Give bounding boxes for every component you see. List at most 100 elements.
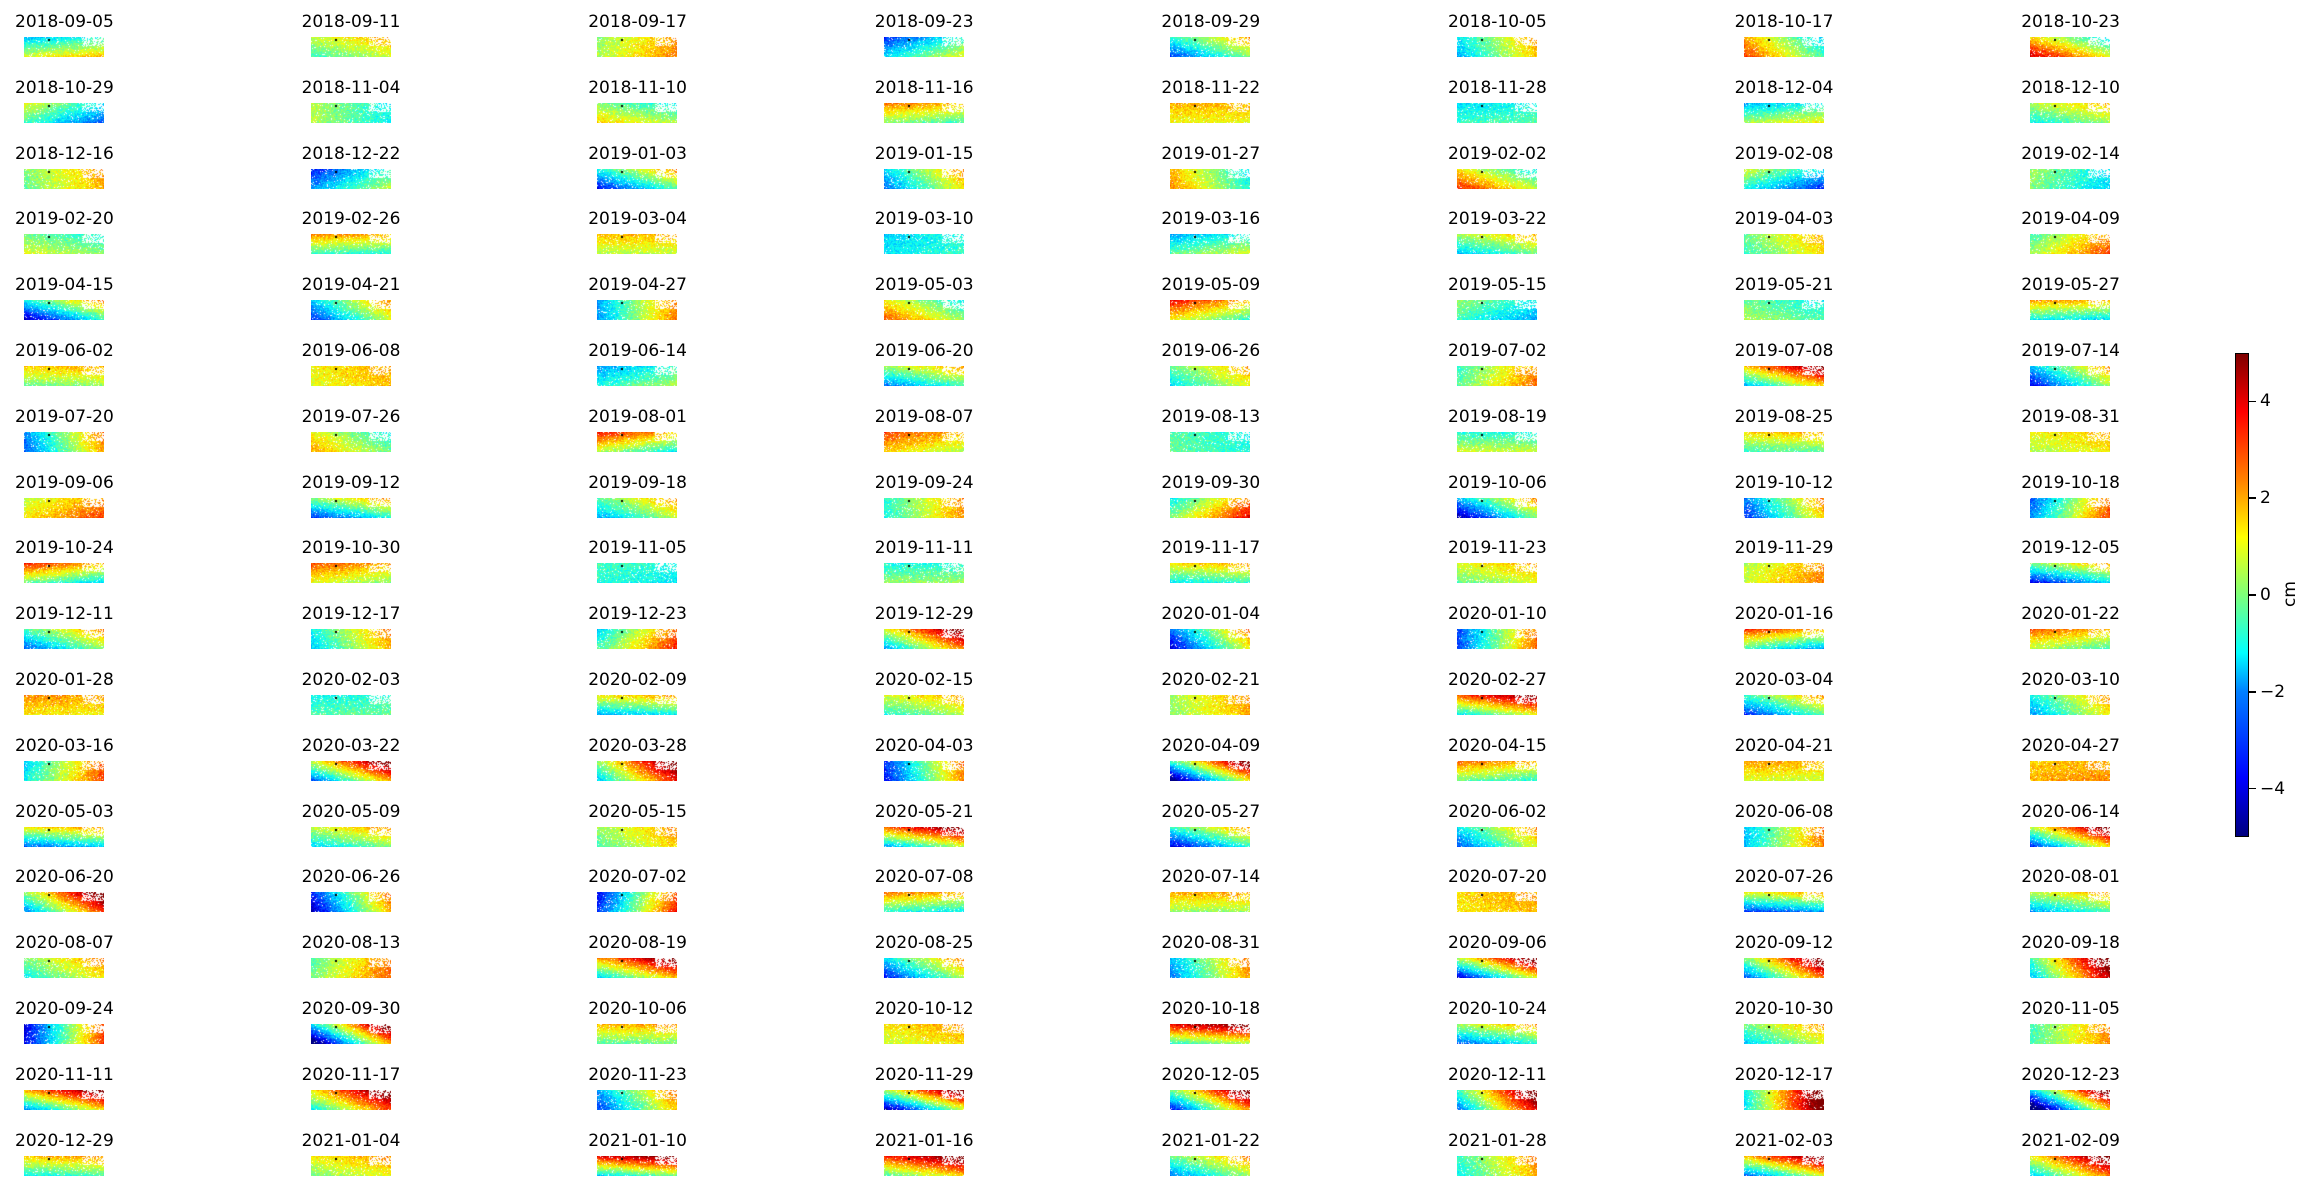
subplot-panel: 2019-08-25 <box>1735 407 1935 467</box>
subplot-panel: 2019-10-06 <box>1448 473 1648 533</box>
subplot-panel: 2020-05-15 <box>588 802 788 862</box>
panel-title: 2021-01-22 <box>1161 1130 1261 1151</box>
panel-title: 2020-11-11 <box>15 1064 114 1085</box>
displacement-map <box>883 234 964 255</box>
panel-title: 2020-12-05 <box>1161 1064 1261 1085</box>
displacement-map <box>1743 1089 1824 1110</box>
panel-title: 2020-09-30 <box>301 999 401 1019</box>
subplot-panel: 2018-09-23 <box>875 12 1075 72</box>
displacement-map <box>1170 760 1251 781</box>
panel-title: 2020-04-27 <box>2021 735 2120 756</box>
panel-title: 2020-04-03 <box>874 735 974 756</box>
displacement-map <box>1457 1155 1537 1176</box>
panel-title: 2019-06-20 <box>874 341 974 361</box>
subplot-panel: 2020-12-29 <box>15 1131 215 1191</box>
displacement-map <box>1743 1024 1824 1044</box>
panel-title: 2020-11-23 <box>588 1064 687 1085</box>
panel-title: 2020-10-18 <box>1161 999 1261 1019</box>
panel-title: 2018-11-28 <box>1448 77 1547 98</box>
subplot-panel: 2021-02-03 <box>1735 1131 1935 1191</box>
panel-title: 2020-02-15 <box>874 670 974 690</box>
panel-title: 2020-09-24 <box>15 999 114 1019</box>
displacement-map <box>1743 629 1824 650</box>
displacement-map <box>310 958 391 979</box>
subplot-panel: 2020-03-22 <box>302 736 502 796</box>
displacement-map <box>310 1024 391 1044</box>
panel-title: 2020-05-09 <box>301 801 401 822</box>
subplot-panel: 2019-10-24 <box>15 538 215 598</box>
displacement-map <box>1457 695 1537 715</box>
subplot-panel: 2019-03-22 <box>1448 209 1648 269</box>
displacement-map <box>1743 102 1824 123</box>
panel-title: 2019-10-24 <box>15 538 114 559</box>
subplot-panel: 2019-08-13 <box>1161 407 1361 467</box>
colorbar-tick <box>2249 497 2256 499</box>
subplot-panel: 2019-06-02 <box>15 341 215 401</box>
subplot-panel: 2020-11-29 <box>875 1065 1075 1125</box>
panel-title: 2020-01-28 <box>15 670 114 690</box>
subplot-panel: 2019-04-03 <box>1735 209 1935 269</box>
displacement-map <box>883 563 964 584</box>
displacement-map <box>1170 695 1251 715</box>
subplot-panel: 2021-01-10 <box>588 1131 788 1191</box>
subplot-panel: 2019-10-30 <box>302 538 502 598</box>
subplot-panel: 2020-02-15 <box>875 670 1075 730</box>
panel-title: 2020-09-06 <box>1448 933 1547 954</box>
displacement-map <box>883 37 964 57</box>
panel-title: 2020-08-01 <box>2021 867 2120 888</box>
displacement-map <box>597 958 678 979</box>
panel-title: 2019-09-18 <box>588 472 687 493</box>
subplot-panel: 2020-07-08 <box>875 867 1075 927</box>
subplot-panel: 2020-05-03 <box>15 802 215 862</box>
panel-title: 2020-04-15 <box>1448 735 1547 756</box>
subplot-panel: 2019-10-12 <box>1735 473 1935 533</box>
panel-title: 2020-05-03 <box>15 801 114 822</box>
subplot-panel: 2019-12-23 <box>588 604 788 664</box>
panel-title: 2020-02-27 <box>1448 670 1547 690</box>
panel-title: 2020-08-25 <box>874 933 974 954</box>
subplot-panel: 2020-09-24 <box>15 999 215 1059</box>
displacement-map <box>2030 563 2111 584</box>
subplot-panel: 2021-01-04 <box>302 1131 502 1191</box>
panel-title: 2018-12-10 <box>2021 77 2120 98</box>
subplot-panel: 2019-07-02 <box>1448 341 1648 401</box>
panel-title: 2020-05-21 <box>874 801 974 822</box>
panel-title: 2019-11-05 <box>588 538 687 559</box>
subplot-panel: 2019-06-26 <box>1161 341 1361 401</box>
displacement-map <box>883 695 964 715</box>
panel-title: 2019-03-04 <box>588 209 687 230</box>
panel-title: 2019-07-08 <box>1734 341 1834 361</box>
subplot-panel: 2019-09-30 <box>1161 473 1361 533</box>
subplot-panel: 2019-03-16 <box>1161 209 1361 269</box>
subplot-panel: 2020-01-22 <box>2021 604 2221 664</box>
subplot-panel: 2019-06-08 <box>302 341 502 401</box>
subplot-panel: 2019-11-11 <box>875 538 1075 598</box>
panel-title: 2020-04-09 <box>1161 735 1261 756</box>
panel-title: 2019-04-15 <box>15 275 114 296</box>
displacement-map <box>24 1155 104 1176</box>
panel-title: 2020-03-16 <box>15 735 114 756</box>
subplot-panel: 2020-11-11 <box>15 1065 215 1125</box>
panel-title: 2019-02-26 <box>301 209 401 230</box>
displacement-map <box>2030 431 2111 452</box>
displacement-map <box>310 37 391 57</box>
displacement-map <box>1170 826 1251 847</box>
displacement-map <box>1457 1089 1537 1110</box>
displacement-map <box>2030 695 2111 715</box>
subplot-panel: 2020-11-17 <box>302 1065 502 1125</box>
displacement-map <box>1743 300 1824 321</box>
displacement-map <box>2030 629 2111 650</box>
subplot-panel: 2020-10-06 <box>588 999 788 1059</box>
subplot-panel: 2018-12-04 <box>1735 78 1935 138</box>
displacement-map <box>883 1024 964 1044</box>
displacement-map <box>2030 234 2111 255</box>
panel-title: 2020-06-26 <box>301 867 401 888</box>
displacement-map <box>1457 102 1537 123</box>
subplot-panel: 2019-10-18 <box>2021 473 2221 533</box>
subplot-panel: 2018-12-10 <box>2021 78 2221 138</box>
displacement-map <box>597 760 678 781</box>
displacement-map <box>24 958 104 979</box>
panel-title: 2018-09-17 <box>588 12 687 32</box>
displacement-map <box>2030 892 2111 913</box>
subplot-panel: 2018-10-23 <box>2021 12 2221 72</box>
